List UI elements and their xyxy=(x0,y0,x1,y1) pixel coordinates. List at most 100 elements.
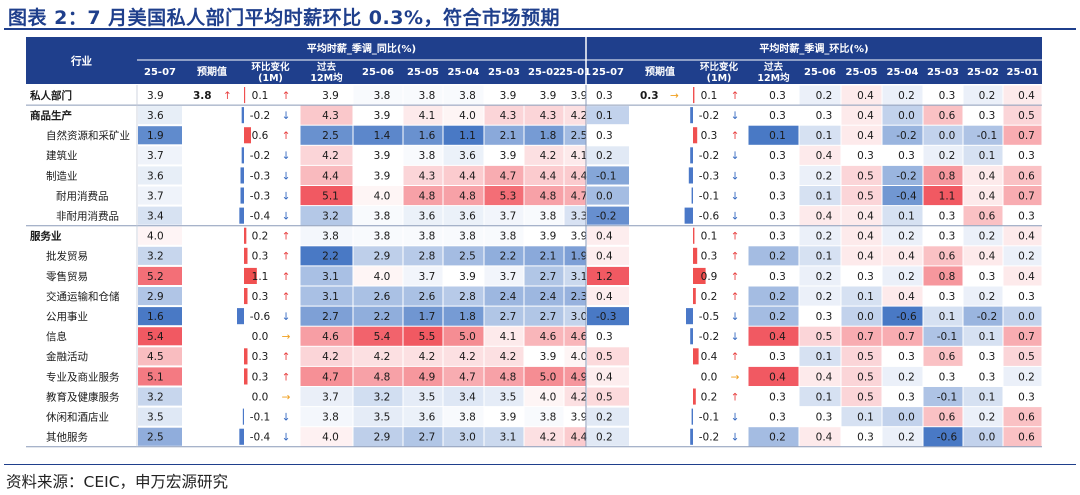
cell-latest-value: 0.3 xyxy=(596,331,613,343)
change-bar xyxy=(693,388,696,405)
heat-cell xyxy=(484,246,524,266)
cell-latest-value: 5.1 xyxy=(147,371,164,383)
cell-latest xyxy=(587,327,629,346)
heat-cell-value: 2.6 xyxy=(374,291,391,303)
cell-change-value: -0.2 xyxy=(699,331,720,343)
heat-cell xyxy=(524,246,564,266)
cell-latest xyxy=(587,266,629,285)
cell-latest-value: 1.2 xyxy=(596,271,613,283)
heat-cell xyxy=(1003,165,1042,185)
heat-cell xyxy=(748,387,799,407)
heat-cell xyxy=(403,186,443,206)
cell-latest xyxy=(138,86,182,105)
heat-cell-value: 3.5 xyxy=(500,391,517,403)
heat-cell xyxy=(882,206,923,226)
heat-cell-value: 4.4 xyxy=(322,170,339,182)
heat-cell xyxy=(443,387,484,407)
heat-cell-value: 5.1 xyxy=(322,190,339,202)
heat-cell xyxy=(841,186,882,206)
heat-cell xyxy=(443,326,484,346)
heat-cell-value: 0.6 xyxy=(939,351,956,363)
heat-cell xyxy=(963,286,1003,306)
heat-cell xyxy=(564,186,586,206)
heat-cell xyxy=(403,306,443,326)
heat-cell-value: 0.1 xyxy=(816,130,833,142)
heat-cell-value: 3.7 xyxy=(500,271,517,283)
heat-cell xyxy=(882,246,923,266)
heat-cell-value: 0.2 xyxy=(1018,251,1035,263)
heat-cell xyxy=(443,346,484,366)
heat-cell xyxy=(748,366,799,386)
heat-cell-value: 4.4 xyxy=(459,170,476,182)
cell-change-value: 0.6 xyxy=(252,130,269,142)
cell-latest-value: -0.1 xyxy=(596,170,617,182)
heat-cell xyxy=(841,266,882,286)
column-header: 25-06 xyxy=(362,67,394,78)
heat-cell xyxy=(300,427,353,447)
heat-cell-value: 2.1 xyxy=(540,251,557,263)
heat-cell xyxy=(300,387,353,407)
cell-change-value: -0.1 xyxy=(699,190,720,202)
expected-arrow: ↑ xyxy=(223,90,232,102)
cell-latest xyxy=(587,146,629,165)
cell-latest-value: 0.3 xyxy=(596,90,613,102)
cell-latest-value: 3.2 xyxy=(147,251,164,263)
heat-cell xyxy=(882,125,923,145)
heat-cell xyxy=(841,286,882,306)
heat-cell xyxy=(799,125,841,145)
heat-cell-value: 3.9 xyxy=(571,231,588,243)
heat-cell-value: 0.4 xyxy=(1018,90,1035,102)
heat-cell-value: 0.4 xyxy=(857,90,874,102)
heat-cell-value: -0.6 xyxy=(937,432,958,444)
heat-cell xyxy=(1003,326,1042,346)
heat-cell-value: 2.4 xyxy=(540,291,557,303)
change-bar xyxy=(244,368,248,385)
heat-cell xyxy=(799,306,841,326)
heat-cell-value: 1.1 xyxy=(459,130,476,142)
heat-cell-value: 0.2 xyxy=(769,291,786,303)
heat-cell xyxy=(799,186,841,206)
heat-cell-value: 0.7 xyxy=(857,331,874,343)
heat-cell-value: 0.2 xyxy=(979,291,996,303)
heat-cell xyxy=(923,266,963,286)
heat-cell xyxy=(1003,125,1042,145)
heat-cell xyxy=(799,326,841,346)
change-bar xyxy=(244,87,246,104)
heat-cell-value: 4.2 xyxy=(322,150,339,162)
cell-latest xyxy=(138,226,182,245)
change-bar xyxy=(244,227,247,244)
change-arrow: ↓ xyxy=(731,110,740,122)
heat-cell xyxy=(484,145,524,165)
heat-cell xyxy=(524,326,564,346)
heat-cell xyxy=(300,186,353,206)
cell-change-value: -0.2 xyxy=(699,150,720,162)
cell-change-value: 0.2 xyxy=(701,391,718,403)
heat-cell-value: 0.3 xyxy=(769,411,786,423)
heat-cell xyxy=(799,366,841,386)
heat-cell xyxy=(403,346,443,366)
heat-cell xyxy=(1003,186,1042,206)
heat-cell-value: 0.3 xyxy=(1018,291,1035,303)
heat-cell xyxy=(403,407,443,427)
heat-cell-value: 0.4 xyxy=(979,251,996,263)
heat-cell-value: 4.0 xyxy=(374,271,391,283)
heat-cell-value: 0.2 xyxy=(939,150,956,162)
heat-cell xyxy=(300,407,353,427)
heat-cell xyxy=(841,427,882,447)
heat-cell xyxy=(841,306,882,326)
heat-cell xyxy=(443,186,484,206)
heat-cell xyxy=(841,366,882,386)
heat-cell xyxy=(564,226,586,246)
heat-cell xyxy=(300,306,353,326)
heat-cell xyxy=(923,427,963,447)
column-header: 预期值 xyxy=(645,65,675,78)
heat-cell-value: 0.3 xyxy=(1018,391,1035,403)
heat-cell xyxy=(748,306,799,326)
heat-cell-value: 0.3 xyxy=(939,231,956,243)
heat-cell-value: 4.4 xyxy=(540,170,557,182)
heat-cell-value: 0.7 xyxy=(1018,130,1035,142)
change-bar xyxy=(690,328,693,345)
column-header: 过去 xyxy=(764,61,784,73)
heat-cell-value: 4.3 xyxy=(500,110,517,122)
heat-cell-value: 2.5 xyxy=(459,251,476,263)
